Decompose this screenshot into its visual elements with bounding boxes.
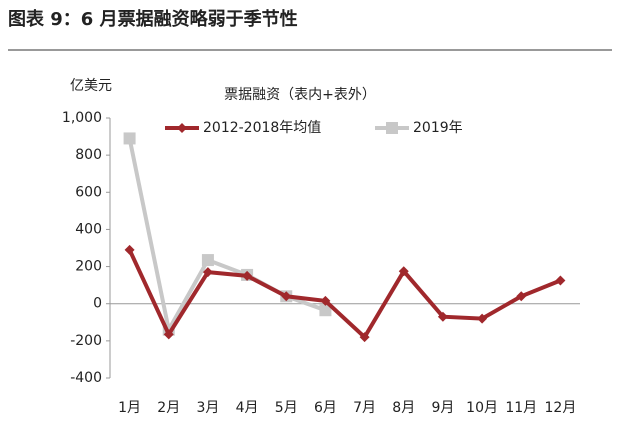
marker — [477, 313, 488, 324]
x-tick-label: 7月 — [353, 400, 376, 416]
x-tick-label: 5月 — [275, 400, 298, 416]
y-tick-label: 400 — [75, 221, 102, 237]
y-tick-label: 1,000 — [62, 110, 102, 126]
x-tick-label: 3月 — [196, 400, 219, 416]
x-tick-label: 4月 — [236, 400, 259, 416]
marker — [201, 254, 214, 267]
page-title: 图表 9：6 月票据融资略弱于季节性 — [8, 8, 298, 30]
marker — [123, 132, 136, 145]
series-line — [127, 249, 562, 341]
marker — [177, 123, 187, 133]
y-tick-label: 600 — [75, 184, 102, 200]
marker — [281, 291, 292, 302]
marker — [437, 311, 448, 322]
legend-label: 2019年 — [413, 120, 463, 136]
x-tick-label: 11月 — [505, 400, 537, 416]
marker — [242, 270, 253, 281]
x-tick-label: 8月 — [392, 400, 415, 416]
marker — [516, 291, 527, 302]
x-tick-label: 10月 — [466, 400, 498, 416]
y-tick-label: -400 — [70, 370, 102, 386]
marker — [320, 295, 331, 306]
y-tick-label: 0 — [93, 296, 102, 312]
y-tick-label: 800 — [75, 147, 102, 163]
x-tick-label: 2月 — [157, 400, 180, 416]
legend-label: 2012-2018年均值 — [203, 120, 321, 136]
marker — [319, 304, 332, 317]
marker — [359, 332, 370, 343]
marker — [202, 267, 213, 278]
y-tick-label: 200 — [75, 259, 102, 275]
marker — [163, 329, 174, 340]
marker — [386, 122, 398, 134]
marker — [124, 244, 135, 255]
x-tick-label: 6月 — [314, 400, 337, 416]
x-tick-label: 1月 — [118, 400, 141, 416]
series-line — [127, 138, 327, 336]
y-tick-label: -200 — [70, 333, 102, 349]
marker — [555, 275, 566, 286]
y-axis-unit: 亿美元 — [70, 78, 112, 94]
x-tick-label: 12月 — [545, 400, 577, 416]
x-tick-label: 9月 — [431, 400, 454, 416]
marker — [398, 266, 409, 277]
chart-title: 票据融资（表内+表外） — [224, 87, 376, 103]
